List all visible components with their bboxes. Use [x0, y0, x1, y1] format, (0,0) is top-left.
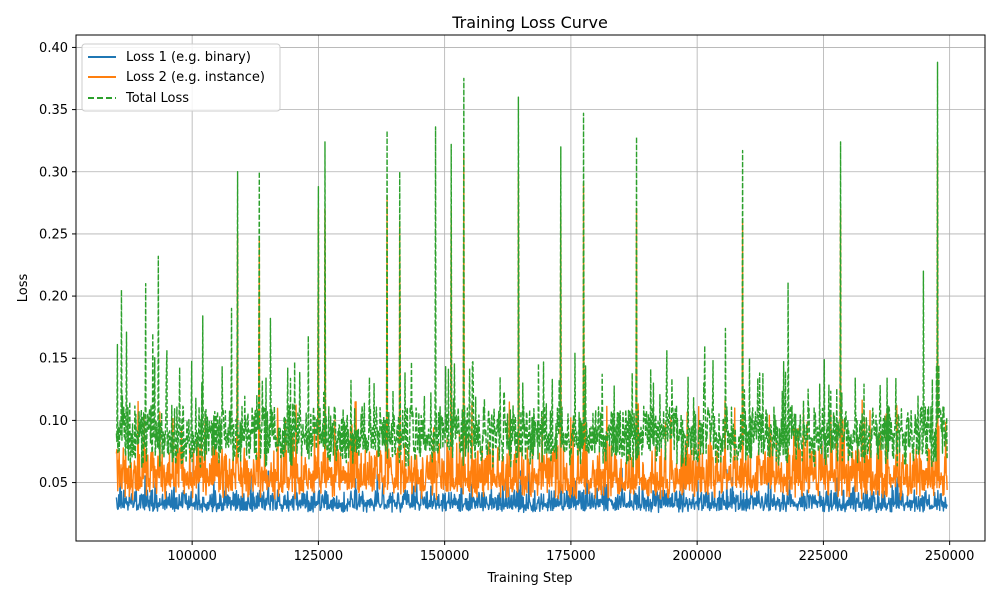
x-tick-label: 200000 — [672, 549, 722, 564]
x-tick-label: 225000 — [799, 549, 849, 564]
y-tick-label: 0.40 — [39, 41, 68, 56]
ticks: 100000 125000 150000 175000 200000 225000 2500… — [39, 41, 974, 564]
y-tick-label: 0.25 — [39, 227, 68, 242]
legend: Loss 1 (e.g. binary) Loss 2 (e.g. instan… — [81, 43, 281, 112]
chart-title: Training Loss Curve — [451, 13, 608, 32]
series-line-total — [115, 61, 948, 469]
x-tick-label: 150000 — [420, 549, 470, 564]
series-line-loss1 — [115, 467, 948, 514]
y-tick-label: 0.05 — [39, 476, 68, 491]
x-tick-label: 125000 — [294, 549, 344, 564]
x-tick-label: 250000 — [925, 549, 975, 564]
y-tick-label: 0.10 — [39, 414, 68, 429]
plot-frame — [75, 34, 986, 542]
y-tick-label: 0.20 — [39, 290, 68, 305]
legend-label-loss2: Loss 2 (e.g. instance) — [126, 70, 265, 85]
x-axis-label: Training Step — [486, 571, 572, 586]
legend-box — [81, 43, 281, 112]
y-tick-label: 0.30 — [39, 165, 68, 180]
legend-label-total: Total Loss — [125, 91, 189, 106]
legend-label-loss1: Loss 1 (e.g. binary) — [126, 50, 251, 65]
y-tick-label: 0.15 — [39, 352, 68, 367]
y-axis-label: Loss — [16, 274, 31, 303]
series-group — [115, 61, 948, 514]
x-tick-label: 100000 — [167, 549, 217, 564]
series-line-loss2 — [115, 146, 948, 501]
x-tick-label: 175000 — [546, 549, 596, 564]
y-tick-label: 0.35 — [39, 103, 68, 118]
